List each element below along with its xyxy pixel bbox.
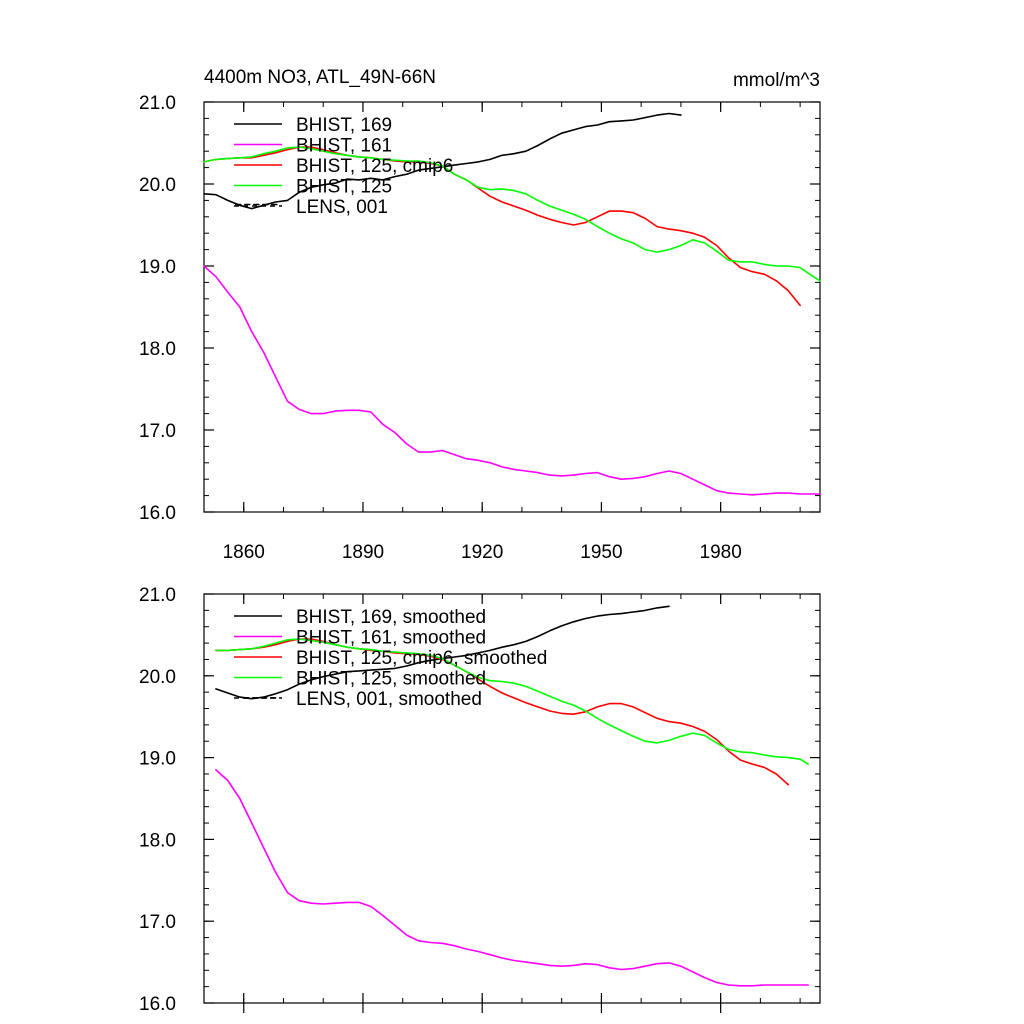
y-tick-label: 19.0 (139, 749, 176, 770)
legend-label: BHIST, 169, smoothed (296, 607, 486, 628)
y-tick-label: 16.0 (139, 994, 176, 1015)
bottom-panel: 16.0 17.0 18.0 19.0 20.0 21.0 BHIST, 169, smoo… (139, 585, 821, 1015)
legend-label: BHIST, 169 (296, 115, 392, 136)
legend-label: LENS, 001, smoothed (296, 689, 482, 710)
series-line-bhist-125-cmip6 (203, 146, 801, 307)
x-tick-label: 1920 (461, 542, 503, 563)
y-tick-label: 19.0 (139, 257, 176, 278)
legend-label: BHIST, 125, smoothed (296, 669, 486, 690)
series-line-bhist-125 (203, 146, 821, 282)
x-tick-label: 1980 (700, 542, 742, 563)
y-tick-label: 17.0 (139, 421, 176, 442)
x-tick-label: 1950 (580, 542, 622, 563)
legend-label: BHIST, 161, smoothed (296, 628, 486, 649)
y-tick-label: 20.0 (139, 175, 176, 196)
x-tick-label: 1860 (223, 542, 265, 563)
plot-frame (203, 593, 821, 1004)
plot-frame (203, 101, 821, 513)
y-tick-label: 16.0 (139, 503, 176, 524)
legend-label: BHIST, 161 (296, 136, 392, 157)
series-line-bhist-161 (203, 265, 821, 496)
y-tick-label: 21.0 (139, 93, 176, 114)
legend-label: BHIST, 125 (296, 177, 392, 198)
legend-label: LENS, 001 (296, 197, 388, 218)
series-line-bhist-125-cmip6-smoothed (215, 638, 789, 786)
series-line-bhist-161-smoothed (215, 769, 809, 987)
y-tick-label: 18.0 (139, 339, 176, 360)
x-tick-label: 1890 (342, 542, 384, 563)
y-tick-label: 18.0 (139, 830, 176, 851)
y-tick-label: 21.0 (139, 585, 176, 606)
chart-title: 4400m NO3, ATL_49N-66N (204, 67, 436, 88)
units-label: mmol/m^3 (733, 70, 820, 91)
legend-label: BHIST, 125, cmip6 (296, 156, 453, 177)
y-tick-label: 17.0 (139, 912, 176, 933)
top-panel: 1860 1890 1920 1950 1980 16.0 17.0 18.0 19.0 20.0… (139, 93, 821, 563)
legend-label: BHIST, 125, cmip6, smoothed (296, 648, 547, 669)
series-line-bhist-125-smoothed (215, 638, 809, 765)
y-tick-label: 20.0 (139, 667, 176, 688)
